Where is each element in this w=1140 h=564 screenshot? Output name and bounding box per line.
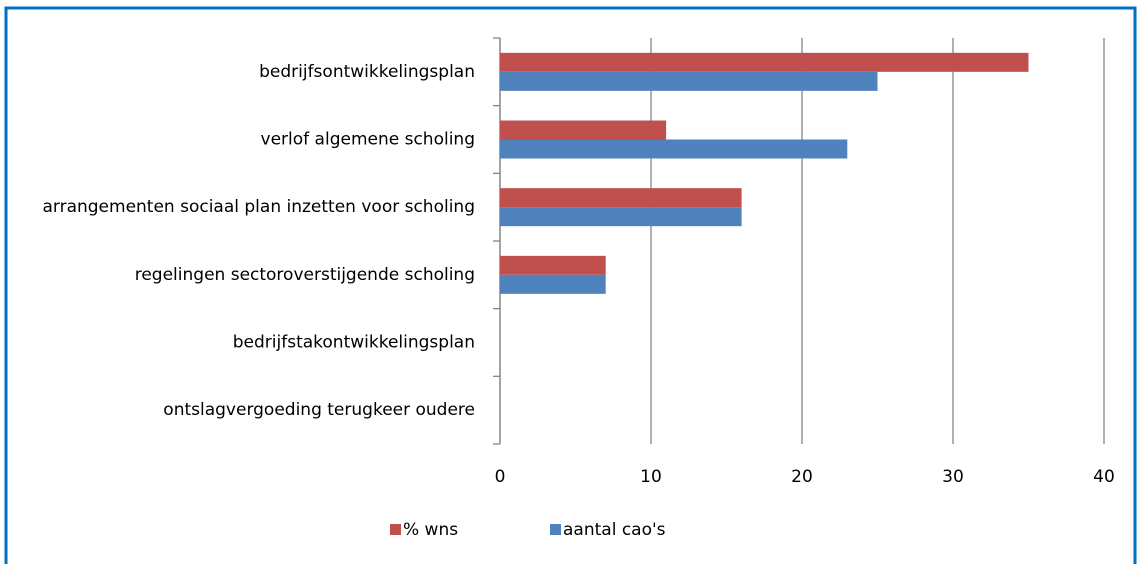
y-tick-label: verlof algemene scholing: [261, 130, 475, 150]
y-tick-label: bedrijfstakontwikkelingsplan: [233, 333, 475, 353]
bar: [500, 274, 606, 294]
bar: [500, 71, 878, 91]
bar: [500, 255, 606, 275]
bar: [500, 52, 1029, 72]
x-tick-label: 20: [791, 467, 813, 487]
legend-label: aantal cao's: [563, 520, 666, 540]
bar: [500, 139, 848, 159]
bar: [500, 188, 742, 208]
x-tick-label: 30: [942, 467, 964, 487]
x-tick-label: 40: [1093, 467, 1115, 487]
y-tick-label: bedrijfsontwikkelingsplan: [259, 62, 475, 82]
y-tick-label: regelingen sectoroverstijgende scholing: [135, 265, 475, 285]
y-tick-label: ontslagvergoeding terugkeer oudere: [163, 400, 475, 420]
legend-swatch: [390, 524, 401, 535]
y-tick-label: arrangementen sociaal plan inzetten voor…: [42, 197, 475, 217]
bar: [500, 207, 742, 227]
legend-label: % wns: [403, 520, 458, 540]
x-tick-label: 10: [640, 467, 662, 487]
bar: [500, 120, 667, 140]
frame: [4, 6, 1137, 564]
x-tick-label: 0: [495, 467, 506, 487]
legend-swatch: [550, 524, 561, 535]
